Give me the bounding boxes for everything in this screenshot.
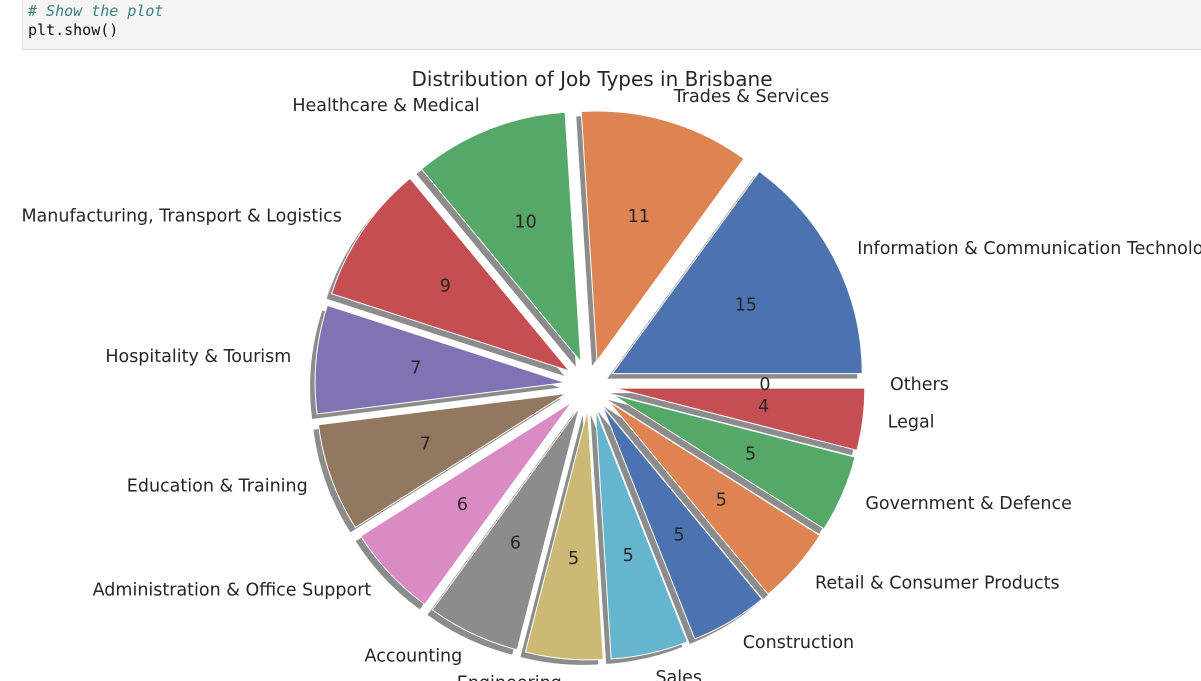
slice-engineering — [524, 409, 604, 661]
value-label-healthcare-and-medical: 10 — [514, 212, 536, 232]
category-labels: Information & Communication Technology Tr… — [21, 87, 1201, 681]
value-label-sales: 5 — [623, 546, 634, 566]
category-label-hospitality-and-tourism: Hospitality & Tourism — [105, 347, 291, 367]
value-label-accounting: 6 — [510, 533, 521, 553]
slice-construction — [602, 406, 763, 640]
slice-hospitality-and-tourism — [314, 304, 566, 415]
category-label-administration-and-office-support: Administration & Office Support — [93, 580, 372, 600]
value-label-hospitality-and-tourism: 7 — [410, 359, 421, 379]
value-label-retail-and-consumer-products: 5 — [716, 491, 727, 511]
value-label-trades-and-services: 11 — [628, 207, 650, 227]
slice-administration-and-office-support — [360, 401, 573, 606]
category-label-others: Others — [890, 375, 949, 395]
value-label-legal: 4 — [758, 397, 769, 417]
category-label-retail-and-consumer-products: Retail & Consumer Products — [815, 573, 1060, 593]
category-label-construction: Construction — [743, 633, 854, 653]
value-label-government-and-defence: 5 — [745, 445, 756, 465]
value-label-construction: 5 — [674, 526, 685, 546]
slice-accounting — [431, 407, 580, 651]
code-comment: # Show the plot — [28, 2, 164, 20]
category-label-accounting: Accounting — [365, 646, 463, 666]
slice-government-and-defence — [612, 394, 856, 530]
pie-slices — [314, 110, 866, 661]
value-labels: 15 11 10 9 7 7 6 6 5 5 5 5 5 40 — [410, 207, 770, 569]
slice-trades-and-services — [580, 110, 745, 363]
chart-title: Distribution of Job Types in Brisbane — [411, 67, 772, 91]
code-line: plt.show() — [28, 21, 119, 39]
value-label-manufacturing-transport-and-logistics: 9 — [440, 277, 451, 297]
code-cell[interactable]: # Show the plot plt.show() — [22, 0, 1201, 50]
category-label-sales: Sales — [655, 668, 702, 681]
slice-legal — [614, 387, 866, 451]
value-label-others: 0 — [759, 375, 770, 395]
category-label-trades-and-services: Trades & Services — [673, 87, 830, 107]
slice-manufacturing-transport-and-logistics — [330, 177, 571, 372]
slice-education-and-training — [317, 392, 567, 529]
slice-sales — [594, 409, 689, 660]
slice-healthcare-and-medical — [420, 111, 582, 364]
category-label-information-and-communication-technology: Information & Communication Technology — [857, 239, 1201, 259]
category-label-engineering: Engineering — [457, 674, 562, 681]
category-label-legal: Legal — [888, 413, 935, 433]
category-label-healthcare-and-medical: Healthcare & Medical — [292, 96, 479, 116]
value-label-engineering: 5 — [568, 549, 579, 569]
category-label-government-and-defence: Government & Defence — [865, 494, 1072, 514]
value-label-administration-and-office-support: 6 — [457, 495, 468, 515]
value-label-information-and-communication-technology: 15 — [735, 296, 757, 316]
value-label-education-and-training: 7 — [420, 434, 431, 454]
slice-retail-and-consumer-products — [608, 401, 821, 595]
category-label-education-and-training: Education & Training — [127, 477, 308, 497]
slice-information-and-communication-technology — [611, 170, 863, 375]
category-label-manufacturing-transport-and-logistics: Manufacturing, Transport & Logistics — [21, 206, 341, 226]
